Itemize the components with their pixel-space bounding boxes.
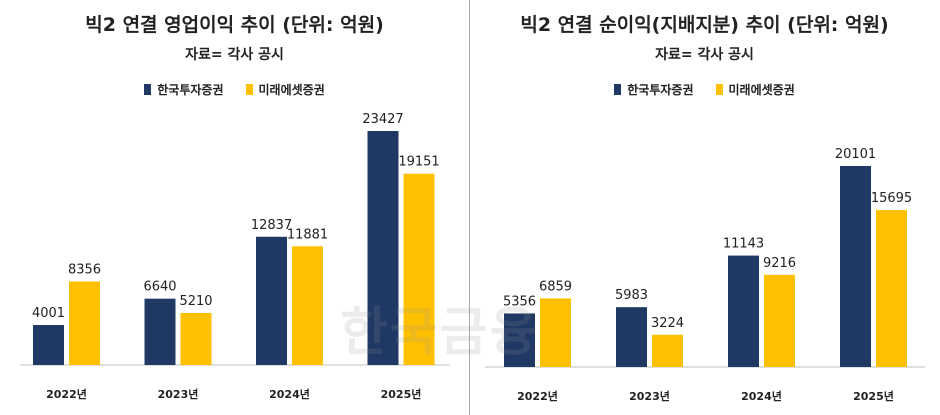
chart-legend: 한국투자증권 미래에셋증권 [470,81,939,98]
x-tick-label: 2024년 [269,387,310,401]
chart-panel-operating-profit: 빅2 연결 영업이익 추이 (단위: 억원) 자료= 각사 공시 한국투자증권 … [0,0,469,415]
x-tick-label: 2023년 [158,387,199,401]
legend-label: 미래에셋증권 [728,83,795,97]
legend-swatch-navy [614,84,622,95]
chart-subtitle: 자료= 각사 공시 [185,47,284,63]
data-label: 5210 [179,294,212,309]
data-label: 8356 [68,263,101,278]
bar [69,281,100,365]
data-label: 6640 [143,280,176,295]
x-tick-label: 2023년 [629,389,670,403]
legend-swatch-navy [144,84,152,95]
data-label: 5356 [503,294,536,309]
chart-subtitle: 자료= 각사 공시 [655,47,754,63]
legend-label: 미래에셋증권 [258,83,325,97]
watermark-logo: 한국금융 [340,303,540,363]
data-label: 19151 [398,155,439,170]
data-label: 20101 [835,147,876,162]
data-label: 15695 [871,191,912,206]
data-label: 11881 [287,227,328,242]
chart-title: 빅2 연결 순이익(지배지분) 추이 (단위: 억원) [520,14,889,36]
data-label: 23427 [362,112,403,127]
data-label: 11143 [723,237,764,252]
bar [504,313,535,367]
legend-item-series-1: 한국투자증권 [144,81,224,98]
data-label: 12837 [251,218,292,233]
chart-legend: 한국투자증권 미래에셋증권 [0,81,469,98]
bar [728,255,759,367]
bar [33,325,64,365]
x-tick-label: 2024년 [741,389,782,403]
bar [652,334,683,367]
data-label: 3224 [651,316,684,331]
data-label: 9216 [763,256,796,271]
bar [403,173,435,365]
x-tick-label: 2022년 [517,389,558,403]
x-tick-label: 2025년 [853,389,894,403]
bar [616,307,647,367]
chart-title: 빅2 연결 영업이익 추이 (단위: 억원) [85,14,384,36]
data-label: 4001 [32,306,65,321]
bar [876,210,907,367]
bar [180,312,212,365]
bar [292,246,323,365]
legend-swatch-gold [245,84,253,95]
bar [144,298,176,365]
data-label: 6859 [539,279,572,294]
panel-divider [469,0,470,415]
bar [764,274,795,367]
chart-panel-net-profit: 빅2 연결 순이익(지배지분) 추이 (단위: 억원) 자료= 각사 공시 한국… [340,0,939,415]
legend-label: 한국투자증권 [157,83,224,97]
x-tick-label: 2025년 [381,387,422,401]
bar [840,166,871,367]
legend-label: 한국투자증권 [627,83,694,97]
x-tick-label: 2022년 [46,387,87,401]
legend-item-series-2: 미래에셋증권 [245,81,325,98]
bar [367,131,399,365]
bar [256,236,287,365]
legend-item-series-2: 미래에셋증권 [715,81,795,98]
bar [540,298,571,367]
data-label: 5983 [615,288,648,303]
legend-swatch-gold [715,84,723,95]
legend-item-series-1: 한국투자증권 [614,81,694,98]
